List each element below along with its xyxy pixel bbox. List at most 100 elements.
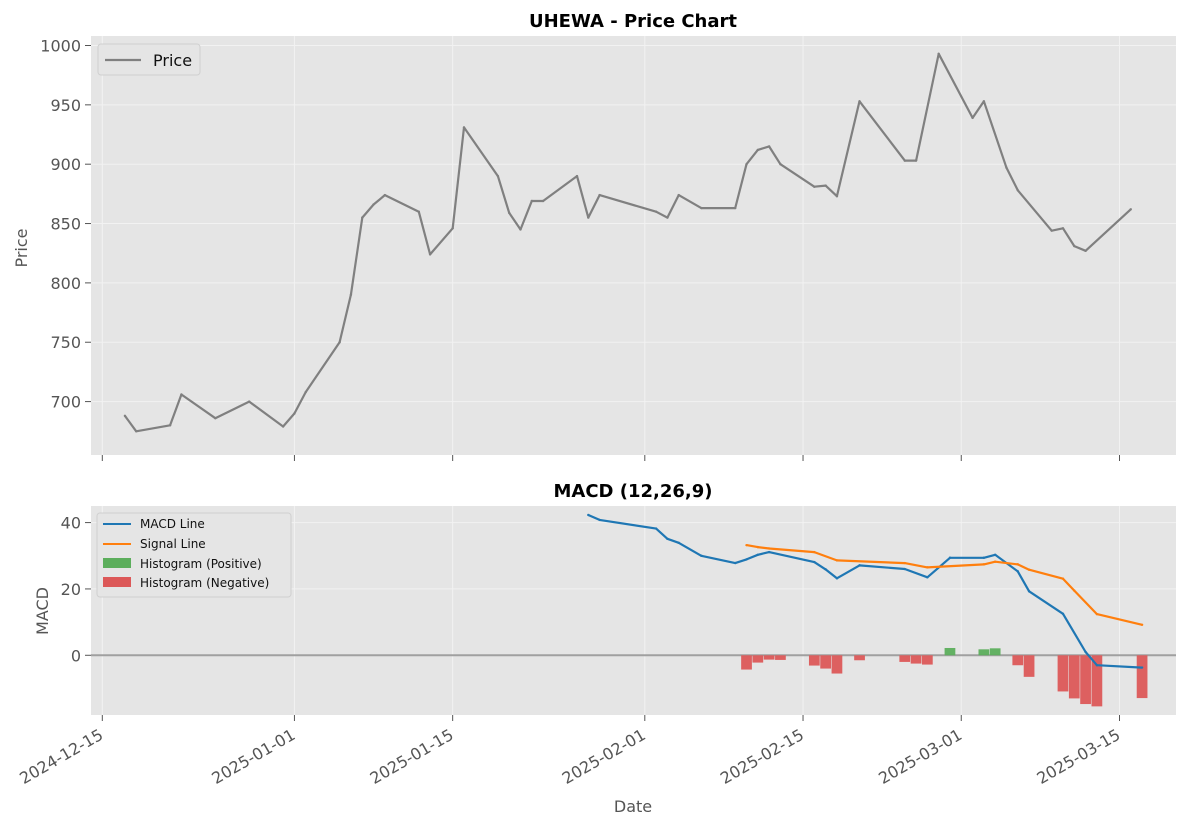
price-point xyxy=(214,417,217,420)
macd-line-point xyxy=(1140,666,1144,669)
macd-legend-swatch-hist-negative xyxy=(103,577,131,587)
y-tick-label: 40 xyxy=(61,514,81,533)
price-point xyxy=(530,199,533,203)
macd-line-point xyxy=(654,527,658,530)
signal-line-point xyxy=(903,561,906,565)
price-point xyxy=(858,100,861,103)
price-point xyxy=(462,126,466,129)
price-point xyxy=(293,412,296,415)
macd-line-point xyxy=(926,576,929,579)
price-point xyxy=(575,174,579,178)
price-point xyxy=(677,193,680,197)
macd-line-point xyxy=(824,568,827,571)
histogram-negative-bar xyxy=(752,655,764,663)
histogram-negative-bar xyxy=(1080,655,1091,705)
macd-legend: MACD Line Signal Line Histogram (Positiv… xyxy=(96,512,292,598)
macd-line-point xyxy=(700,554,703,557)
macd-chart-panel: MACD (12,26,9) MACD Date 0 20 40 2024-12-1… xyxy=(16,481,1176,816)
x-tick-label: 2025-01-01 xyxy=(208,725,298,788)
histogram-negative-bar xyxy=(775,655,786,660)
macd-line-point xyxy=(835,577,839,580)
price-point xyxy=(937,52,940,56)
histogram-negative-bar xyxy=(854,655,865,661)
macd-y-axis-label: MACD xyxy=(33,587,52,635)
histogram-negative-bar xyxy=(899,655,911,662)
histogram-negative-bar xyxy=(1068,655,1080,699)
macd-line-point xyxy=(677,541,680,545)
price-point xyxy=(734,206,737,210)
price-series xyxy=(123,52,1132,433)
price-point xyxy=(1073,244,1076,248)
macd-line-point xyxy=(1084,650,1087,654)
price-point xyxy=(428,253,432,256)
price-point xyxy=(180,393,183,396)
price-chart-panel: UHEWA - Price Chart Price 700 750 800 850 90… xyxy=(12,11,1176,461)
macd-line-point xyxy=(948,556,952,559)
price-legend: Price xyxy=(97,43,201,76)
price-point xyxy=(349,293,353,296)
signal-line-point xyxy=(813,550,816,554)
price-legend-label: Price xyxy=(153,51,192,70)
x-tick-label: 2024-12-15 xyxy=(16,725,106,788)
price-point xyxy=(372,203,375,206)
histogram-negative-bar xyxy=(763,655,775,660)
signal-line-point xyxy=(982,563,986,566)
macd-line-point xyxy=(767,550,771,554)
macd-legend-label-macd-line: MACD Line xyxy=(140,517,205,531)
macd-legend-box xyxy=(96,512,292,598)
price-point xyxy=(168,424,172,427)
price-point xyxy=(1061,227,1065,230)
signal-line-point xyxy=(1016,563,1019,566)
price-point xyxy=(654,210,658,213)
y-tick-label: 700 xyxy=(50,393,81,412)
price-point xyxy=(338,341,341,344)
price-point xyxy=(1005,166,1008,169)
y-tick-label: 0 xyxy=(71,646,81,665)
x-tick-label: 2025-03-01 xyxy=(875,725,965,788)
histogram-negative-bar xyxy=(808,655,820,666)
price-point xyxy=(383,193,387,197)
signal-line-point xyxy=(993,560,997,563)
macd-line-point xyxy=(903,567,906,571)
macd-line-point xyxy=(1095,664,1099,667)
price-point xyxy=(519,228,522,231)
macd-line-point xyxy=(1027,590,1031,593)
macd-line-point xyxy=(666,537,669,541)
price-point xyxy=(700,206,703,210)
price-point xyxy=(248,400,251,403)
price-point xyxy=(982,100,986,103)
x-tick-label: 2025-03-15 xyxy=(1033,725,1123,788)
price-point xyxy=(971,116,974,120)
price-point xyxy=(123,414,127,418)
price-point xyxy=(779,162,782,166)
histogram-negative-bar xyxy=(1091,655,1103,707)
price-point xyxy=(745,162,748,166)
macd-line-point xyxy=(993,553,997,556)
y-tick-label: 950 xyxy=(50,96,81,115)
macd-line-point xyxy=(1061,612,1065,616)
macd-line-point xyxy=(982,556,986,559)
signal-line-point xyxy=(756,545,760,549)
macd-line-point xyxy=(1016,570,1019,573)
macd-line-point xyxy=(813,560,816,564)
signal-line-point xyxy=(1140,623,1144,626)
macd-x-ticks: 2024-12-15 2025-01-01 2025-01-15 2025-02-01… xyxy=(16,715,1123,788)
price-point xyxy=(304,390,307,394)
price-point xyxy=(767,145,771,148)
histogram-negative-bar xyxy=(831,655,843,674)
y-tick-label: 750 xyxy=(50,333,81,352)
price-point xyxy=(1129,208,1132,211)
histogram-negative-bar xyxy=(1023,655,1035,677)
signal-line-point xyxy=(926,566,929,569)
price-point xyxy=(1084,249,1087,253)
macd-line-point xyxy=(598,518,601,522)
macd-line-point xyxy=(734,561,737,565)
signal-line-point xyxy=(767,547,771,550)
price-point xyxy=(587,216,590,219)
x-tick-label: 2025-01-15 xyxy=(367,725,457,788)
macd-line-point xyxy=(858,564,861,567)
signal-line-point xyxy=(1027,568,1031,571)
macd-line-point xyxy=(745,558,748,561)
price-y-axis-label: Price xyxy=(12,228,31,267)
